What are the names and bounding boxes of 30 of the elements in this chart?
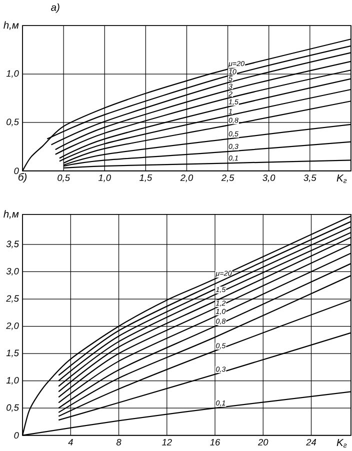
x-axis-title: K$_{г}$ (337, 174, 347, 184)
x-tick-label: 1,5 (140, 174, 152, 182)
y-tick-label: 1,0 (6, 377, 20, 385)
y-tick-label: 0 (14, 432, 20, 439)
y-tick-label: 2,0 (6, 322, 20, 330)
x-tick-label: 3,5 (304, 174, 317, 182)
x-axis-title: K$_{г}$ (337, 438, 347, 448)
y-tick-label: 0,5 (6, 404, 20, 412)
chart-title: б) (18, 173, 27, 183)
y-tick-label: 1,0 (6, 70, 20, 78)
x-tick-label: 1,0 (98, 174, 112, 182)
x-tick-label: 2,5 (222, 174, 234, 182)
y-tick-label: 3,0 (6, 268, 20, 276)
y-tick-label: 0 (14, 168, 20, 174)
x-tick-label: 16 (210, 438, 220, 446)
x-tick-label: 20 (258, 438, 268, 446)
x-tick-label: 0,5 (58, 174, 70, 182)
y-tick-label: 2,5 (6, 295, 20, 303)
x-tick-label: 4 (68, 438, 74, 446)
chart-title: а) (51, 3, 60, 13)
y-tick-label: 3,5 (6, 240, 20, 248)
x-tick-label: 12 (162, 438, 172, 446)
y-tick-label: 1,5 (6, 350, 20, 358)
x-tick-label: 2,0 (180, 174, 194, 182)
y-axis-title: h,м (4, 21, 19, 30)
y-axis-title: h,м (4, 210, 19, 219)
x-tick-label: 24 (306, 438, 316, 446)
x-tick-label: 8 (116, 438, 122, 446)
x-tick-label: 3,0 (262, 174, 276, 182)
y-tick-label: 0,5 (6, 118, 20, 126)
